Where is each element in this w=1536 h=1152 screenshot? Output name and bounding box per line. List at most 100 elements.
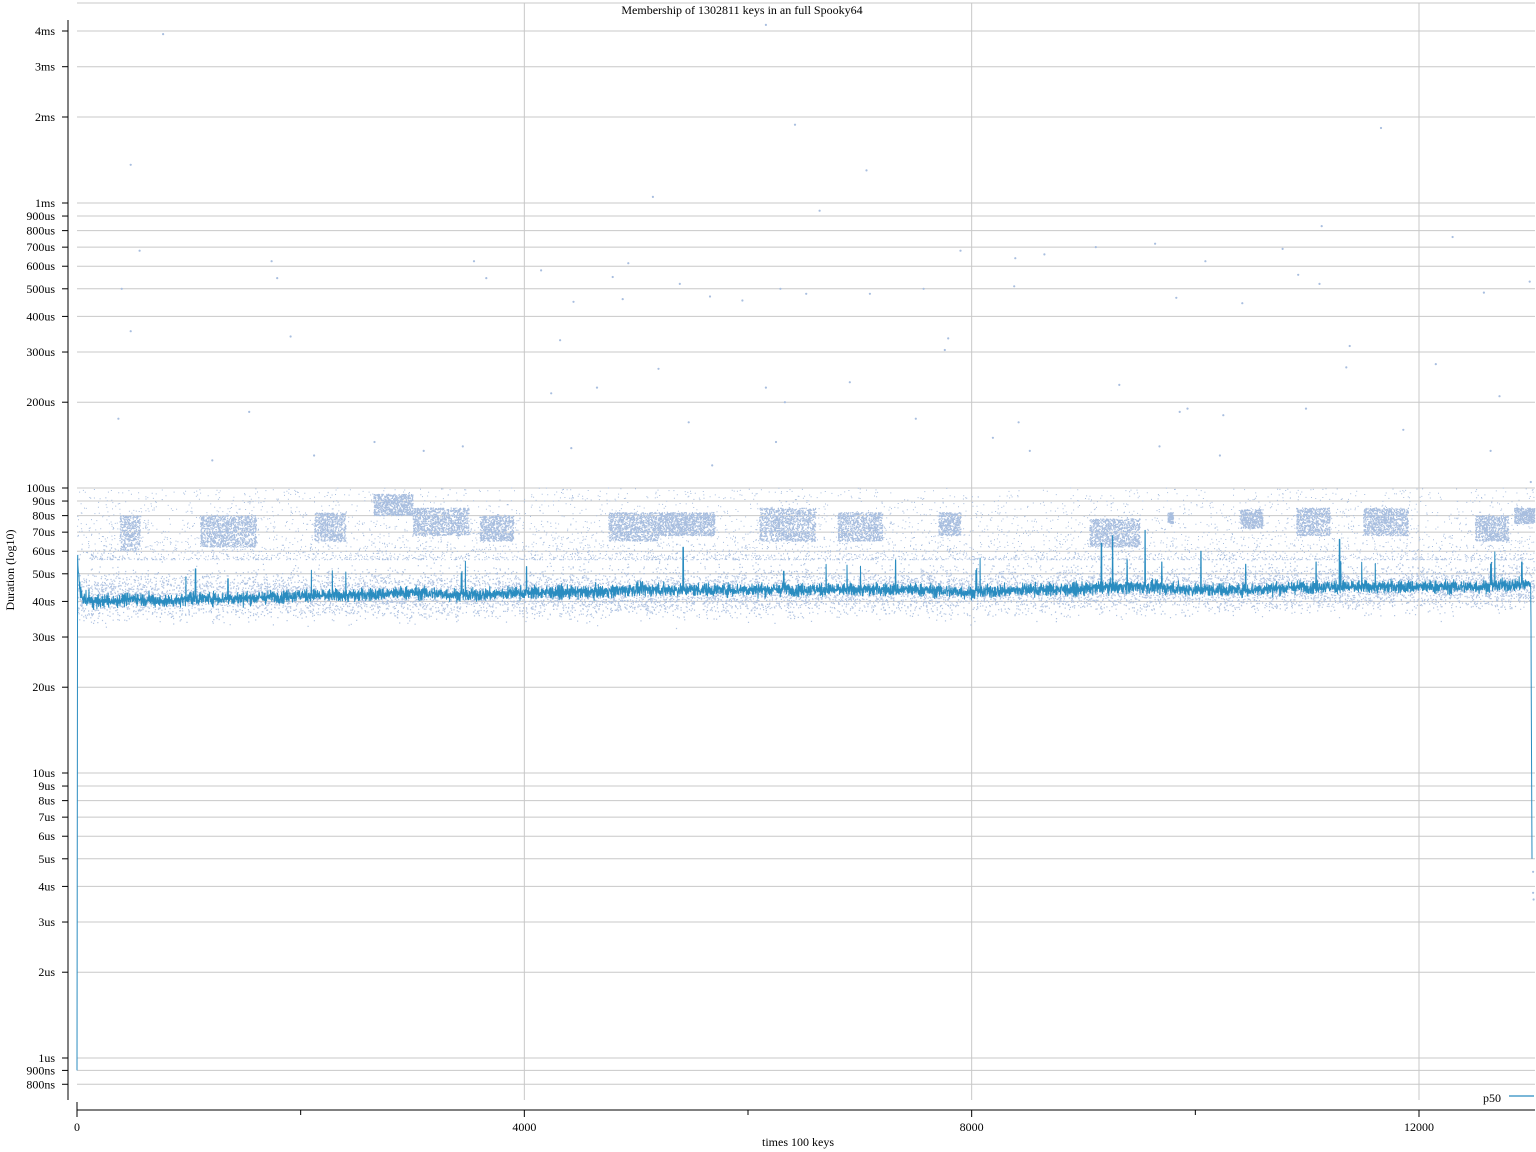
scatter-outlier-point	[162, 33, 165, 36]
scatter-outlier-point	[1529, 480, 1532, 484]
scatter-series	[77, 23, 1536, 901]
x-tick-label: 0	[74, 1120, 80, 1134]
y-tick-label: 8us	[38, 794, 55, 808]
scatter-cluster	[759, 507, 817, 542]
scatter-outlier-point	[289, 335, 292, 338]
y-tick-label: 2ms	[35, 110, 55, 124]
scatter-outlier-point	[1528, 280, 1531, 283]
scatter-outlier-point	[1043, 253, 1046, 256]
y-tick-label: 6us	[38, 829, 55, 843]
scatter-outlier-point	[651, 195, 655, 198]
y-tick-label: 70us	[32, 525, 55, 539]
scatter-outlier-point	[138, 249, 141, 252]
scatter-cluster	[1514, 507, 1536, 525]
scatter-outlier-point	[1532, 898, 1535, 901]
scatter-outlier-point	[1318, 282, 1321, 285]
scatter-outlier-point	[120, 287, 123, 290]
scatter-outlier-point	[1402, 428, 1405, 431]
y-tick-label: 40us	[32, 594, 55, 608]
scatter-outlier-point	[1014, 257, 1017, 260]
scatter-outlier-point	[313, 454, 316, 457]
scatter-outlier-point	[959, 249, 962, 252]
scatter-outlier-point	[461, 445, 464, 448]
scatter-outlier-point	[1451, 235, 1454, 239]
y-tick-label: 600us	[26, 259, 55, 273]
y-tick-label: 3ms	[35, 60, 55, 74]
scatter-cluster	[1363, 507, 1409, 537]
scatter-cluster	[1296, 507, 1331, 537]
scatter-outlier-point	[779, 287, 782, 290]
y-tick-label: 60us	[32, 544, 55, 558]
y-tick-label: 80us	[32, 509, 55, 523]
p50-line	[76, 529, 1533, 1071]
scatter-outlier-point	[943, 348, 946, 352]
scatter-outlier-point	[129, 163, 132, 166]
scatter-outlier-point	[211, 459, 214, 462]
scatter-outlier-point	[270, 260, 273, 263]
scatter-cluster	[373, 493, 414, 517]
scatter-cluster	[1474, 515, 1510, 542]
y-tick-label: 900ns	[26, 1063, 55, 1077]
scatter-cluster	[938, 512, 962, 537]
scatter-cluster	[608, 512, 660, 542]
y-axis-label: Duration (log10)	[3, 530, 17, 611]
y-tick-label: 800us	[26, 224, 55, 238]
scatter-outlier-point	[764, 386, 768, 389]
axes	[67, 20, 1535, 1111]
scatter-outlier-point	[276, 277, 279, 280]
scatter-outlier-point	[764, 23, 768, 26]
scatter-outlier-point	[678, 282, 681, 285]
scatter-outlier-point	[1186, 407, 1189, 410]
scatter-outlier-point	[774, 440, 778, 444]
scatter-cluster	[837, 512, 884, 542]
y-tick-label: 9us	[38, 779, 55, 793]
scatter-outlier-point	[687, 421, 690, 424]
scatter-outlier-point	[1158, 445, 1161, 448]
scatter-outlier-point	[1094, 246, 1097, 249]
scatter-outlier-point	[1118, 383, 1121, 386]
y-tick-label: 200us	[26, 395, 55, 409]
scatter-cluster	[412, 507, 470, 537]
scatter-outlier-point	[1017, 421, 1020, 424]
chart-title: Membership of 1302811 keys in an full Sp…	[621, 3, 862, 17]
scatter-outlier-point	[1482, 291, 1485, 294]
scatter-outlier-point	[914, 417, 917, 420]
scatter-cluster	[1240, 509, 1264, 530]
scatter-outlier-point	[1297, 273, 1300, 276]
legend-label-p50: p50	[1483, 1091, 1501, 1105]
scatter-outlier-point	[1013, 285, 1016, 288]
scatter-outlier-point	[540, 269, 543, 272]
scatter-outlier-point	[1498, 395, 1501, 398]
scatter-outlier-point	[129, 330, 132, 333]
scatter-outlier-point	[117, 417, 120, 420]
scatter-outlier-point	[657, 367, 660, 370]
scatter-outlier-point	[991, 436, 995, 439]
y-tick-label: 4ms	[35, 24, 55, 38]
scatter-outlier-point	[1028, 449, 1031, 452]
y-tick-label: 800ns	[26, 1077, 55, 1091]
y-tick-label: 30us	[32, 630, 55, 644]
y-tick-label: 2us	[38, 965, 55, 979]
y-tick-label: 100us	[26, 481, 55, 495]
scatter-outlier-point	[868, 292, 872, 295]
scatter-cluster	[119, 515, 141, 552]
scatter-outlier-point	[627, 262, 630, 265]
scatter-outlier-point	[1532, 870, 1535, 873]
scatter-outlier-point	[1218, 454, 1221, 457]
y-tick-label: 20us	[32, 680, 55, 694]
scatter-outlier-point	[1320, 225, 1323, 228]
scatter-outlier-point	[708, 295, 712, 298]
scatter-outlier-point	[248, 410, 251, 413]
y-tick-label: 7us	[38, 810, 55, 824]
scatter-outlier-point	[1222, 414, 1225, 417]
y-tick-label: 900us	[26, 209, 55, 223]
scatter-outlier-point	[1241, 302, 1244, 305]
scatter-outlier-point	[1489, 449, 1492, 452]
scatter-outlier-point	[611, 275, 614, 279]
scatter-outlier-point	[1178, 410, 1181, 413]
y-tick-label: 300us	[26, 345, 55, 359]
scatter-outlier-point	[1434, 363, 1437, 366]
scatter-outlier-point	[1348, 344, 1351, 348]
scatter-outlier-point	[922, 287, 925, 290]
